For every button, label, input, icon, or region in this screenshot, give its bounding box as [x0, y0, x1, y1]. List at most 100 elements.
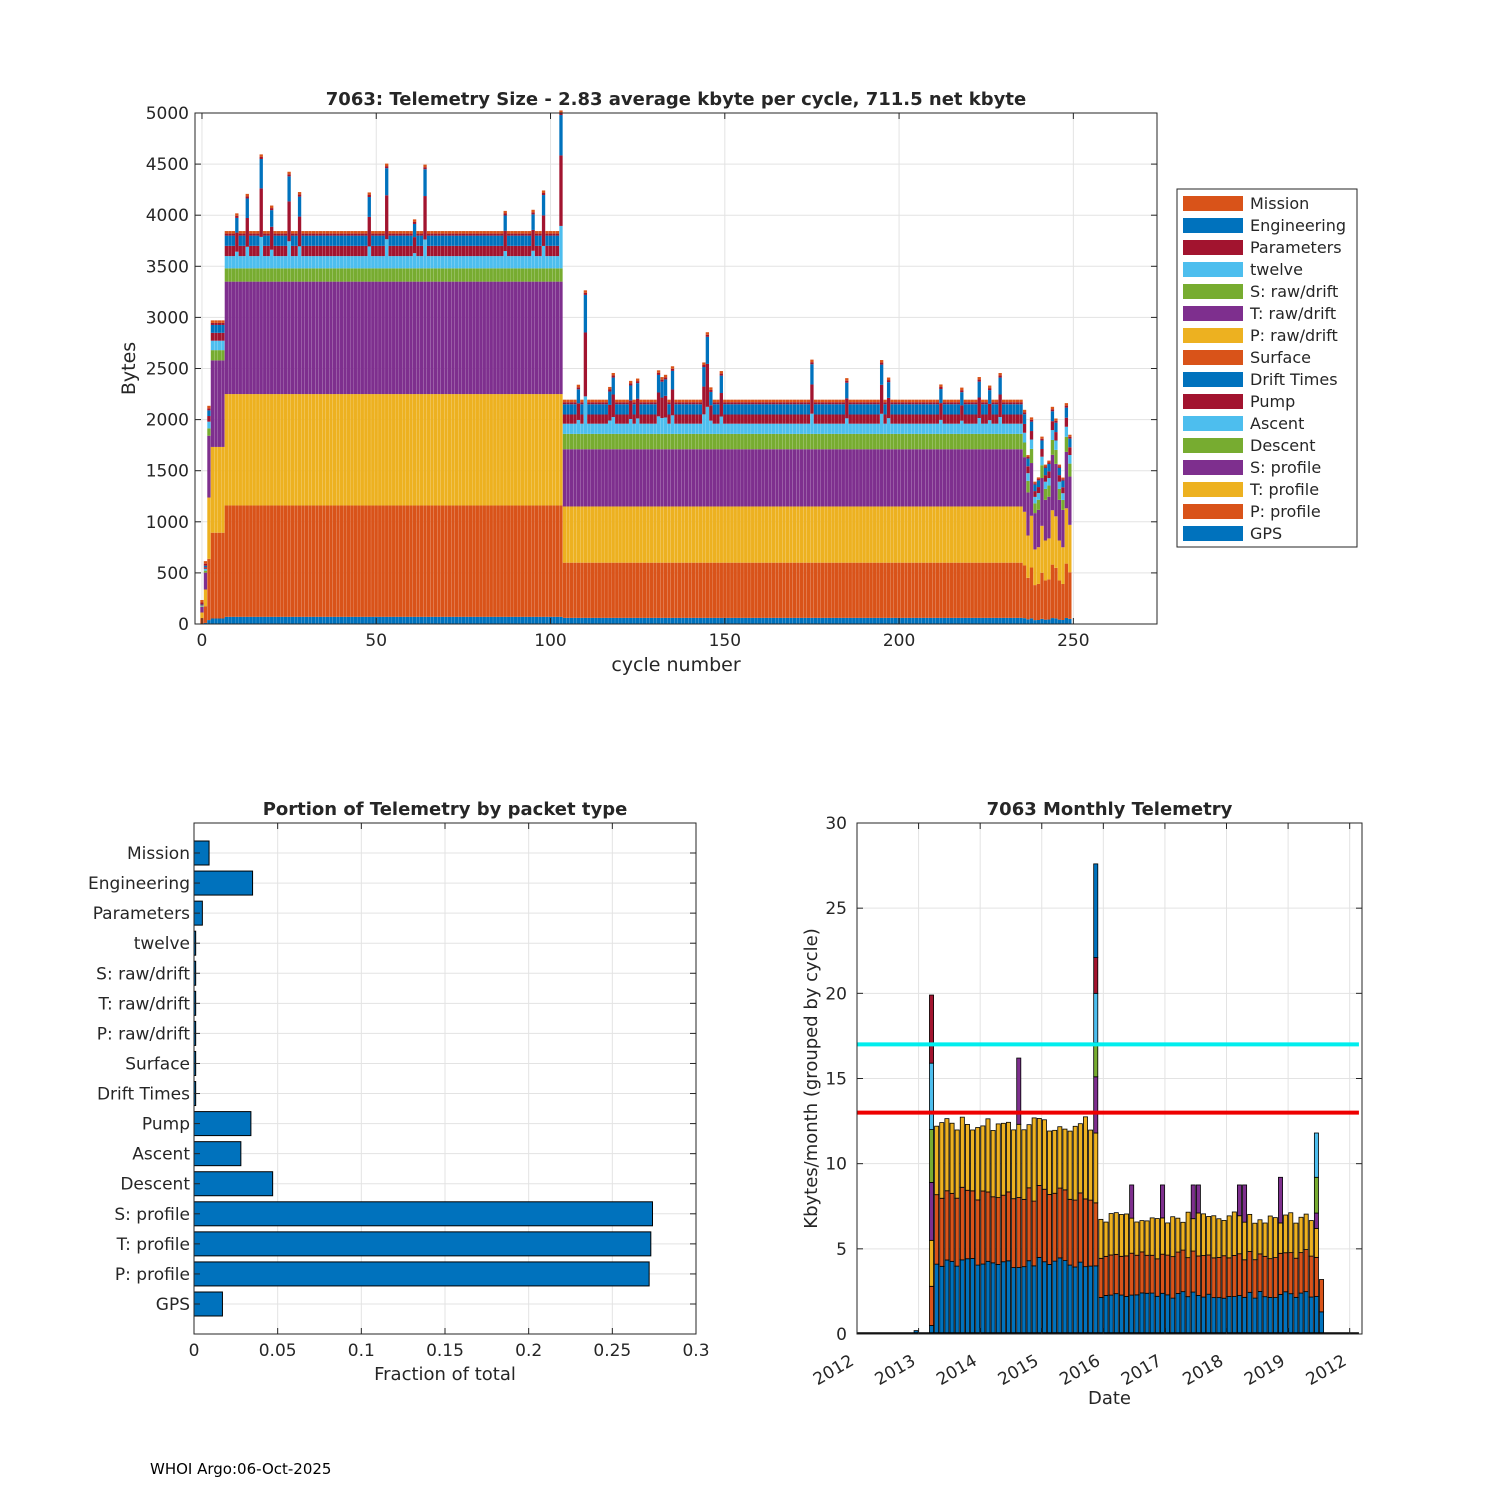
bar-segment — [778, 402, 783, 405]
bar-segment — [231, 268, 235, 282]
bar-segment — [479, 245, 483, 257]
bar-segment — [649, 404, 654, 415]
bar-segment — [353, 268, 357, 282]
bar-segment — [803, 506, 807, 563]
bar-segment — [799, 506, 804, 563]
bar-segment — [719, 373, 723, 376]
bar-segment — [1005, 423, 1009, 434]
month-bar-segment — [1216, 1297, 1222, 1335]
bar-segment — [259, 188, 263, 237]
y-tick-label: 1000 — [146, 513, 189, 533]
bar-segment — [873, 617, 877, 624]
bar-segment — [984, 617, 988, 624]
bar-segment — [939, 403, 943, 420]
bar-segment — [534, 616, 539, 624]
bar-segment — [350, 616, 354, 624]
bar-segment — [322, 268, 326, 282]
bar-segment — [660, 433, 664, 450]
bar-segment — [1026, 455, 1030, 458]
bar-segment — [552, 505, 556, 617]
bar-segment — [862, 506, 866, 563]
bar-segment — [705, 562, 710, 618]
bar-segment — [649, 562, 654, 618]
bar-segment — [500, 616, 504, 624]
category-label: Drift Times — [97, 1085, 190, 1105]
month-bar-segment — [954, 1265, 960, 1335]
bar-segment — [479, 268, 483, 282]
bar-segment — [409, 281, 413, 395]
bar-segment — [318, 256, 323, 269]
bar-segment — [691, 402, 696, 405]
bar-segment — [653, 402, 657, 405]
bar-segment — [963, 402, 967, 405]
bar-segment — [848, 402, 852, 405]
bar-segment — [231, 256, 235, 269]
bar-segment — [423, 505, 427, 617]
bar-segment — [1033, 496, 1037, 504]
bar-segment — [1061, 547, 1065, 584]
bar-segment — [702, 364, 706, 368]
bar-segment — [210, 340, 215, 351]
bar-segment — [869, 506, 873, 563]
bar-segment — [622, 562, 626, 618]
bar-segment — [824, 423, 828, 434]
bar-segment — [879, 362, 884, 365]
bar-segment — [562, 423, 567, 434]
bar-segment — [409, 235, 413, 246]
bar-segment — [371, 245, 375, 257]
bar-segment — [433, 394, 438, 506]
bar-segment — [214, 532, 218, 619]
bar-segment — [1001, 399, 1006, 403]
bar-segment — [796, 449, 800, 507]
bar-segment — [754, 402, 758, 405]
bar-segment — [653, 562, 657, 618]
x-tick-label: 2018 — [1180, 1351, 1227, 1390]
bar-segment — [730, 404, 734, 415]
bar-segment — [632, 433, 636, 450]
chart-title: 7063 Monthly Telemetry — [987, 799, 1233, 820]
bar-segment — [663, 617, 668, 624]
bar-segment — [862, 449, 866, 507]
bar-segment — [514, 231, 518, 234]
month-bar-segment — [1129, 1294, 1135, 1335]
bar-segment — [831, 404, 835, 415]
bar-segment — [235, 394, 239, 506]
bar-segment — [747, 402, 751, 405]
bar-segment — [263, 233, 267, 236]
bar-segment — [357, 231, 361, 234]
bar-segment — [367, 192, 371, 195]
bar-segment — [873, 423, 877, 434]
bar-segment — [444, 616, 448, 624]
bar-segment — [981, 617, 985, 624]
x-tick-label: 100 — [534, 631, 566, 651]
bar-segment — [228, 505, 232, 617]
bar-segment — [695, 449, 699, 507]
bar-segment — [869, 399, 873, 403]
bar-segment — [995, 506, 999, 563]
bar-segment — [273, 394, 277, 506]
bar-segment — [848, 506, 852, 563]
bar-segment — [859, 433, 863, 450]
bar-segment — [995, 433, 999, 450]
bar-segment — [893, 399, 898, 403]
month-bar-segment — [1165, 1294, 1171, 1335]
bar-segment — [423, 268, 427, 282]
bar-segment — [562, 399, 567, 403]
bar-segment — [949, 562, 954, 618]
bar-segment — [1029, 618, 1034, 624]
bar-segment — [1064, 436, 1069, 452]
bar-segment — [1040, 448, 1044, 457]
bar-segment — [845, 418, 849, 434]
bar-segment — [371, 268, 375, 282]
bar-segment — [960, 420, 964, 434]
bar-segment — [642, 449, 647, 507]
bar-segment — [656, 374, 661, 393]
legend-swatch — [1183, 460, 1243, 475]
bar-segment — [583, 506, 588, 563]
bar-segment — [827, 506, 832, 563]
bar-segment — [357, 245, 361, 257]
bar-segment — [245, 505, 249, 617]
bar-segment — [318, 235, 323, 246]
bar-segment — [283, 394, 288, 506]
bar-segment — [601, 399, 605, 403]
